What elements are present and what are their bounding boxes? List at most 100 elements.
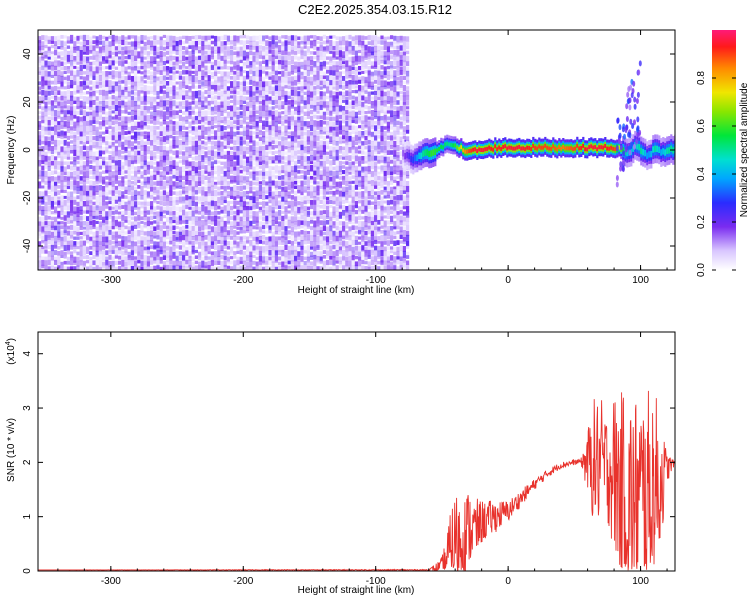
noise-cell	[114, 120, 118, 125]
noise-cell	[306, 221, 310, 227]
noise-cell	[274, 95, 278, 100]
noise-cell	[127, 66, 131, 70]
noise-cell	[329, 90, 333, 98]
noise-cell	[134, 45, 138, 50]
noise-cell	[98, 70, 102, 76]
noise-cell	[70, 224, 74, 230]
noise-cell	[367, 105, 371, 110]
noise-cell	[70, 135, 74, 139]
noise-cell	[198, 190, 202, 194]
noise-cell	[204, 216, 208, 222]
noise-cell	[143, 70, 147, 78]
noise-cell	[278, 141, 282, 148]
noise-cell	[329, 106, 333, 114]
noise-cell	[335, 45, 339, 51]
noise-cell	[310, 131, 314, 136]
noise-cell	[316, 166, 320, 170]
noise-cell	[268, 245, 272, 250]
noise-cell	[354, 225, 358, 230]
noise-cell	[188, 216, 192, 221]
noise-cell	[316, 85, 320, 90]
noise-cell	[217, 136, 221, 141]
noise-cell	[73, 111, 77, 116]
noise-cell	[82, 101, 86, 106]
noise-cell	[329, 180, 333, 186]
noise-cell	[207, 94, 211, 98]
noise-cell	[265, 271, 268, 277]
noise-cell	[47, 256, 51, 260]
noise-cell	[198, 211, 202, 215]
noise-cell	[255, 126, 259, 131]
noise-cell	[338, 215, 342, 219]
noise-cell	[150, 150, 154, 157]
noise-cell	[342, 235, 346, 240]
noise-cell	[73, 60, 77, 65]
noise-cell	[345, 200, 349, 204]
noise-cell	[268, 181, 272, 187]
noise-cell	[258, 80, 262, 88]
noise-cell	[345, 46, 349, 53]
noise-cell	[290, 136, 294, 142]
noise-cell	[207, 241, 211, 248]
noise-cell	[345, 80, 349, 87]
noise-cell	[274, 110, 278, 117]
noise-cell	[169, 236, 173, 243]
noise-cell	[329, 96, 333, 102]
noise-cell	[50, 95, 54, 99]
noise-cell	[303, 200, 307, 205]
noise-cell	[169, 145, 173, 152]
noise-cell	[361, 141, 365, 146]
noise-cell	[150, 90, 154, 94]
noise-cell	[92, 145, 96, 149]
noise-cell	[297, 265, 301, 270]
noise-cell	[355, 271, 358, 277]
noise-cell	[105, 259, 109, 266]
noise-cell	[166, 272, 169, 277]
noise-cell	[191, 70, 195, 74]
noise-cell	[79, 35, 83, 40]
noise-cell	[114, 51, 118, 57]
noise-cell	[306, 195, 310, 201]
noise-cell	[41, 216, 45, 222]
noise-cell	[255, 131, 259, 136]
noise-cell	[159, 206, 163, 213]
noise-cell	[63, 221, 67, 227]
noise-cell	[178, 245, 182, 250]
noise-cell	[255, 211, 259, 217]
noise-cell	[268, 146, 272, 150]
noise-cell	[89, 136, 93, 143]
noise-cell	[143, 46, 147, 51]
noise-cell	[70, 220, 74, 224]
noise-cell	[102, 210, 106, 217]
noise-cell	[92, 156, 96, 162]
noise-cell	[303, 45, 307, 49]
noise-cell	[198, 49, 202, 54]
noise-cell	[143, 155, 147, 162]
noise-cell	[38, 260, 42, 267]
noise-cell	[290, 241, 294, 248]
noise-cell	[249, 40, 253, 47]
noise-cell	[41, 226, 45, 233]
noise-cell	[194, 235, 198, 242]
noise-cell	[185, 229, 189, 237]
noise-cell	[214, 160, 218, 165]
noise-cell	[246, 40, 250, 45]
noise-cell	[351, 255, 355, 261]
noise-cell	[297, 116, 301, 123]
noise-cell	[367, 126, 371, 133]
noise-cell	[86, 125, 90, 132]
noise-cell	[281, 165, 285, 171]
noise-cell	[185, 165, 189, 170]
noise-cell	[166, 159, 170, 165]
noise-cell	[329, 39, 333, 46]
noise-cell	[105, 205, 109, 209]
noise-cell	[249, 186, 253, 193]
noise-cell	[319, 96, 323, 100]
noise-cell	[201, 190, 205, 196]
noise-cell	[66, 85, 70, 90]
noise-cell	[354, 89, 358, 94]
noise-cell	[367, 55, 371, 60]
noise-cell	[268, 271, 271, 277]
noise-cell	[185, 56, 189, 61]
noise-cell	[50, 265, 54, 270]
